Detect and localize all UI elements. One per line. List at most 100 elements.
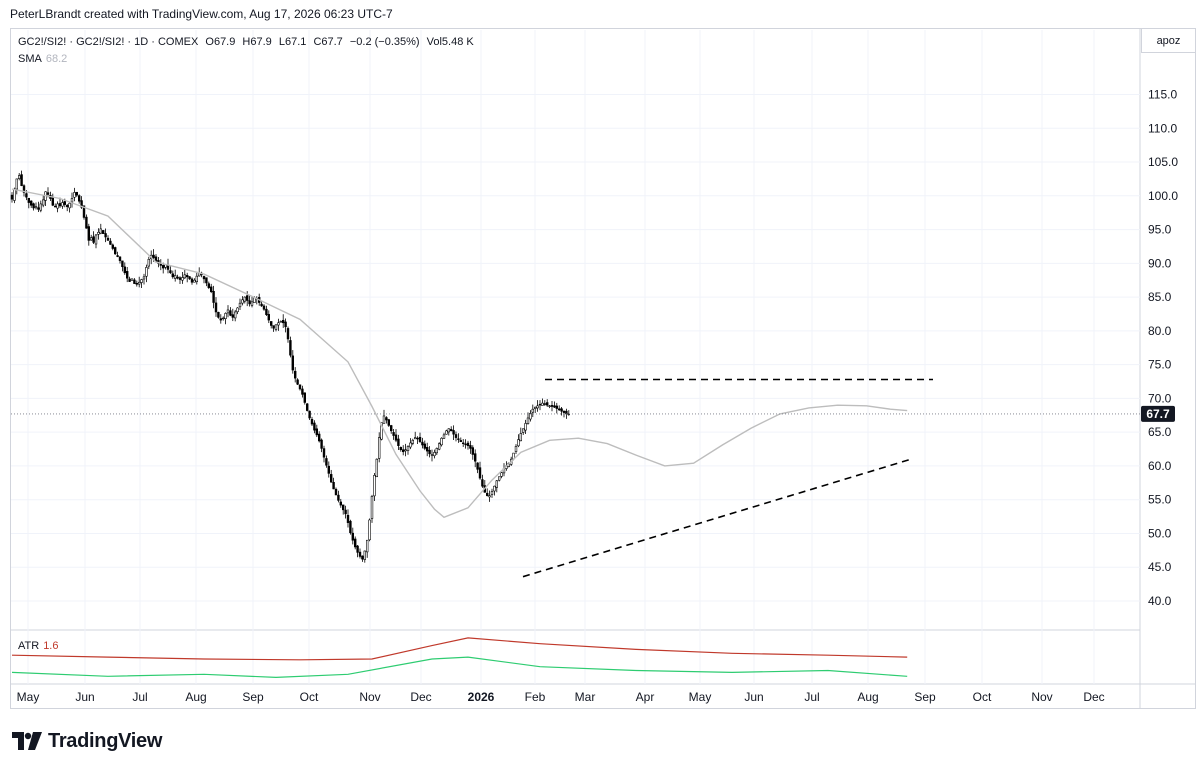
candle-up bbox=[433, 452, 436, 457]
candle-down bbox=[310, 419, 314, 425]
atr-value: 1.6 bbox=[43, 640, 59, 652]
candle-down bbox=[286, 328, 290, 340]
y-tick-label: 90.0 bbox=[1148, 256, 1172, 270]
tradingview-logo[interactable]: TradingView bbox=[12, 729, 162, 753]
candle-down bbox=[538, 403, 542, 406]
y-tick-label: 60.0 bbox=[1148, 459, 1172, 473]
candle-down bbox=[385, 417, 388, 421]
candle-up bbox=[536, 405, 539, 409]
candle-down bbox=[313, 422, 316, 431]
candle-down bbox=[186, 275, 189, 278]
last-price-marker: 67.7 bbox=[11, 405, 1175, 422]
candle-down bbox=[178, 277, 182, 280]
candle-down bbox=[341, 504, 345, 511]
sma-legend[interactable]: SMA 68.2 bbox=[18, 53, 67, 65]
candle-up bbox=[34, 206, 38, 209]
candle-up bbox=[531, 408, 535, 413]
y-tick-label: 105.0 bbox=[1148, 155, 1178, 169]
candle-up bbox=[174, 275, 177, 279]
candle-up bbox=[183, 274, 186, 279]
candle-down bbox=[361, 555, 364, 560]
candle-up bbox=[409, 442, 412, 448]
candle-up bbox=[140, 279, 143, 283]
candle-up bbox=[514, 446, 518, 452]
candle-down bbox=[289, 340, 292, 356]
candle-up bbox=[97, 231, 100, 235]
candle-up bbox=[142, 276, 146, 280]
candle-up bbox=[500, 472, 503, 477]
attribution-text: PeterLBrandt created with TradingView.co… bbox=[10, 7, 393, 21]
atr-pane bbox=[11, 637, 908, 679]
candle-down bbox=[269, 321, 273, 326]
atr-fast-line bbox=[11, 637, 908, 661]
candle-up bbox=[90, 237, 93, 241]
candle-down bbox=[449, 429, 453, 432]
candle-down bbox=[461, 442, 465, 444]
candle-up bbox=[241, 299, 244, 304]
chart-grid bbox=[11, 29, 1195, 708]
candle-down bbox=[553, 405, 556, 408]
y-tick-label: 85.0 bbox=[1148, 290, 1172, 304]
candle-up bbox=[430, 454, 434, 456]
x-tick-label: Aug bbox=[857, 690, 878, 704]
candle-up bbox=[413, 437, 417, 440]
candle-down bbox=[102, 230, 105, 234]
candle-down bbox=[104, 233, 107, 238]
auto-scale-button[interactable]: apoz bbox=[1141, 29, 1195, 53]
candle-down bbox=[135, 282, 138, 285]
candle-up bbox=[39, 203, 43, 211]
candle-down bbox=[394, 434, 398, 441]
candle-down bbox=[471, 447, 474, 455]
candle-up bbox=[365, 539, 369, 553]
y-tick-label: 115.0 bbox=[1148, 88, 1177, 102]
candle-up bbox=[529, 412, 532, 420]
y-tick-label: 110.0 bbox=[1148, 121, 1177, 135]
candle-up bbox=[250, 301, 254, 306]
candle-up bbox=[193, 279, 196, 283]
candle-down bbox=[337, 494, 340, 501]
candle-down bbox=[128, 278, 131, 282]
volume-value: Vol5.48 K bbox=[426, 36, 474, 48]
candle-down bbox=[210, 286, 213, 293]
symbol-label[interactable]: GC2!/SI2! · GC2!/SI2! · 1D · COMEX bbox=[18, 36, 199, 48]
candle-down bbox=[78, 195, 81, 202]
open-value: O67.9 bbox=[205, 36, 236, 48]
candle-down bbox=[29, 200, 33, 206]
candle-up bbox=[61, 202, 64, 207]
candle-down bbox=[212, 290, 215, 303]
atr-slow-line bbox=[11, 656, 908, 679]
candle-down bbox=[219, 318, 222, 321]
candle-up bbox=[495, 480, 498, 488]
candle-down bbox=[392, 432, 395, 436]
candle-up bbox=[130, 278, 134, 281]
candle-down bbox=[418, 436, 422, 442]
candle-down bbox=[315, 428, 318, 436]
candle-up bbox=[382, 415, 386, 424]
candle-down bbox=[116, 255, 119, 257]
candle-up bbox=[490, 491, 494, 495]
candle-up bbox=[404, 449, 407, 452]
sma-line bbox=[11, 188, 908, 519]
candle-up bbox=[497, 476, 501, 481]
x-tick-label: Jun bbox=[75, 690, 94, 704]
x-tick-label: Jul bbox=[132, 690, 147, 704]
candle-down bbox=[133, 279, 136, 284]
candle-down bbox=[351, 532, 354, 541]
atr-legend[interactable]: ATR 1.6 bbox=[18, 640, 58, 652]
candle-down bbox=[262, 305, 266, 310]
candle-down bbox=[202, 276, 206, 280]
candle-down bbox=[281, 319, 285, 324]
candle-up bbox=[521, 428, 525, 433]
y-tick-label: 70.0 bbox=[1148, 391, 1172, 405]
candle-down bbox=[85, 216, 88, 229]
candle-up bbox=[222, 317, 225, 320]
candle-down bbox=[82, 205, 86, 218]
chart-frame[interactable] bbox=[10, 28, 1196, 709]
candle-up bbox=[548, 405, 551, 407]
candle-down bbox=[75, 191, 79, 196]
candle-up bbox=[526, 417, 530, 424]
candle-up bbox=[493, 485, 496, 492]
candle-down bbox=[92, 236, 95, 243]
candle-up bbox=[368, 519, 371, 541]
